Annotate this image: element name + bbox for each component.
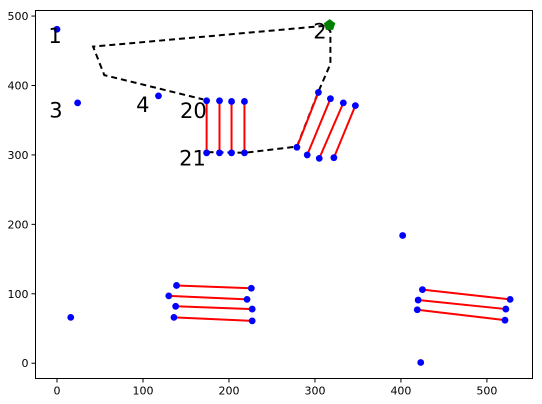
dashed-path-line <box>91 24 332 154</box>
y-tick-label-3: 300 <box>8 149 29 162</box>
y-tick-label-1: 100 <box>8 288 29 301</box>
point-22 <box>173 282 180 289</box>
x-tick-label-4: 400 <box>390 385 411 398</box>
point-20 <box>351 102 359 110</box>
point-31 <box>506 295 514 303</box>
annotation-label-1: 2 <box>313 19 326 43</box>
point-21 <box>330 154 338 162</box>
point-19 <box>315 154 323 162</box>
point-4 <box>399 232 407 239</box>
point-10 <box>228 98 235 105</box>
segment-line-10 <box>175 305 253 311</box>
point-34 <box>413 306 421 314</box>
point-35 <box>501 316 509 324</box>
point-30 <box>419 286 426 294</box>
annotation-label-0: 1 <box>48 24 61 48</box>
point-11 <box>228 149 235 157</box>
point-32 <box>414 296 422 304</box>
annotation-label-4: 20 <box>180 99 207 123</box>
point-14 <box>314 89 322 96</box>
point-15 <box>293 143 301 151</box>
annotation-label-2: 3 <box>49 98 62 122</box>
segment-line-4 <box>295 92 320 148</box>
x-tick-label-2: 200 <box>218 385 239 398</box>
axes: 0 100 200 300 400 500 0 100 200 300 400 500 <box>8 10 498 397</box>
plot-area <box>35 10 533 379</box>
chart-marks: 1 2 3 4 20 21 <box>48 19 514 366</box>
point-23 <box>247 284 255 292</box>
goal-marker <box>323 19 336 30</box>
point-13 <box>241 149 248 157</box>
point-6 <box>203 97 211 105</box>
point-7 <box>203 149 211 157</box>
point-9 <box>216 149 223 157</box>
segment-line-5 <box>306 98 332 156</box>
point-5 <box>417 359 425 366</box>
y-tick-label-5: 500 <box>8 10 29 23</box>
y-tick-label-2: 200 <box>8 218 29 231</box>
segment-line-14 <box>417 308 506 322</box>
annotation-label-5: 21 <box>179 146 206 170</box>
point-25 <box>243 295 251 303</box>
x-tick-label-1: 100 <box>132 385 153 398</box>
point-29 <box>248 317 256 325</box>
annotation-label-3: 4 <box>136 93 149 117</box>
segment-line-7 <box>332 105 357 159</box>
point-16 <box>327 95 334 103</box>
point-8 <box>216 97 223 105</box>
point-3 <box>67 313 75 321</box>
x-tick-label-3: 300 <box>304 385 325 398</box>
segment-line-6 <box>318 102 345 159</box>
point-24 <box>165 292 173 300</box>
point-33 <box>502 305 510 313</box>
segment-line-11 <box>173 316 253 322</box>
segment-line-9 <box>168 294 248 301</box>
point-28 <box>170 313 178 321</box>
y-tick-label-4: 400 <box>8 79 29 92</box>
axes-frame <box>35 10 533 379</box>
point-18 <box>339 99 347 107</box>
segment-line-12 <box>422 288 511 301</box>
point-1 <box>74 99 82 107</box>
x-tick-label-0: 0 <box>53 385 60 398</box>
y-tick-label-0: 0 <box>22 357 29 370</box>
point-27 <box>248 305 256 313</box>
point-0 <box>53 25 61 33</box>
point-17 <box>303 151 311 159</box>
point-2 <box>155 92 162 100</box>
segment-line-8 <box>176 284 252 290</box>
x-tick-label-5: 500 <box>476 385 497 398</box>
point-12 <box>241 98 248 105</box>
segment-line-13 <box>418 299 506 311</box>
point-26 <box>172 302 180 310</box>
